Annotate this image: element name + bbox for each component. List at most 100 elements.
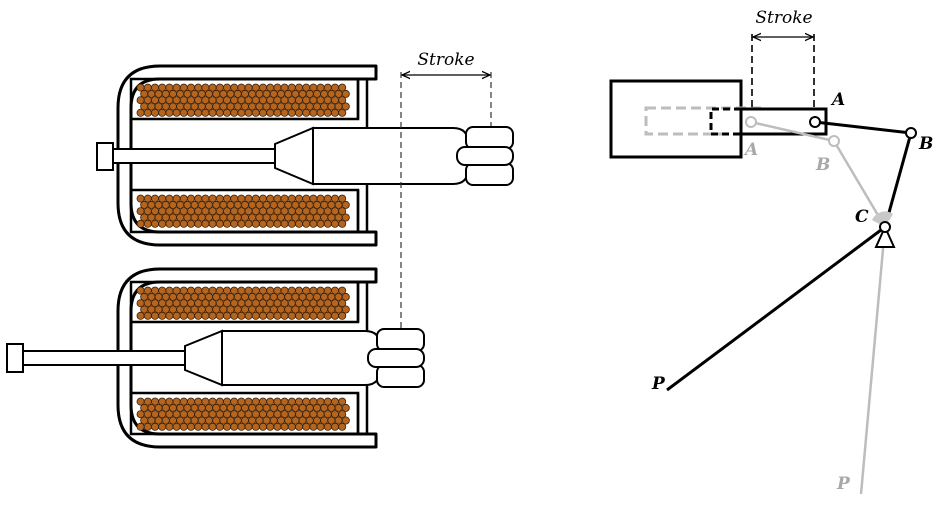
solenoid-top [96,64,514,247]
active-plunger-hidden [709,107,741,136]
solenoid-bottom-clevis-top [376,328,425,352]
coil-turn [172,422,181,431]
coil-windings [136,83,350,117]
coil-turn [186,422,195,431]
coil-turn [230,422,239,431]
coil-turn [186,219,195,228]
ghost-plunger [644,106,766,136]
coil-turn [194,311,203,320]
coil-turn [158,311,167,320]
coil-turn [323,108,332,117]
coil-turn [302,108,311,117]
coil-turn [208,422,217,431]
coil-turn [294,108,303,117]
coil-turn [222,422,231,431]
coil-turn [302,311,311,320]
coil-turn [208,311,217,320]
coil-turn [244,108,253,117]
actuator-housing [609,79,743,159]
solenoid-bottom-frame [116,267,378,449]
coil-turn [280,219,289,228]
coil-turn [201,219,210,228]
coil-turn [341,213,350,222]
coil-turn [194,108,203,117]
label-ghost-p: P [836,474,851,494]
coil-turn [251,422,260,431]
coil-turn [258,108,267,117]
solenoid-stroke-indicator: Stroke [400,50,492,330]
coil-turn [294,311,303,320]
coil-turn [244,219,253,228]
linkage-stroke-label: Stroke [755,8,812,28]
coil-turn [309,422,318,431]
coil-turn [287,422,296,431]
coil-turn [302,422,311,431]
coil-turn [258,311,267,320]
coil-turn [194,219,203,228]
coil-turn [251,108,260,117]
coil-turn [158,219,167,228]
pivot-support [874,224,896,248]
coil-turn [179,311,188,320]
solenoid-stroke-label: Stroke [417,50,474,70]
coil-turn [273,108,282,117]
coil-turn [237,422,246,431]
solenoid-bottom-clevis-pin [367,348,425,368]
coil-turn [338,311,347,320]
coil-turn [316,219,325,228]
coil-turn [338,219,347,228]
coil-turn [341,102,350,111]
ghost-link-bc [832,140,887,228]
coil-turn [172,108,181,117]
solenoid-bottom-cone [184,329,223,387]
joint-c [879,221,891,233]
joint-a [809,116,821,128]
coil-turn [172,219,181,228]
coil-turn [237,219,246,228]
coil-turn [280,108,289,117]
coil-turn [165,422,174,431]
coil-turn [341,403,350,412]
ghost-lever-cp [859,226,887,495]
coil-turn [143,311,152,320]
label-c: C [855,207,869,227]
pivot-angle-marker [872,211,893,227]
coil-turn [194,422,203,431]
coil-turn [294,422,303,431]
coil-turn [165,219,174,228]
coil-turn [222,311,231,320]
coil-turn [136,108,145,117]
coil-turn [201,311,210,320]
coil-turn [143,219,152,228]
solenoid-top-rod [112,148,276,164]
coil-windings [136,397,350,431]
coil-turn [330,422,339,431]
coil-turn [341,305,350,314]
coil-turn [201,422,210,431]
coil-turn [287,219,296,228]
ghost-joint-a [745,116,757,128]
coil-turn [330,108,339,117]
coil-turn [323,219,332,228]
coil-turn [258,422,267,431]
coil-windings [136,194,350,228]
coil-turn [338,108,347,117]
coil-turn [338,299,347,308]
coil-turn [143,422,152,431]
coil-turn [158,108,167,117]
coil-turn [237,108,246,117]
ghost-link-ab [750,120,835,143]
coil-turn [165,108,174,117]
linkage-schematic: Stroke A B C P A B P [609,8,933,495]
coil-turn [338,83,347,92]
coil-turn [150,311,159,320]
coil-turn [341,416,350,425]
label-b: B [918,134,933,154]
coil-turn [309,108,318,117]
coil-turn [179,422,188,431]
coil-turn [338,194,347,203]
lever-cp [666,225,886,392]
coil-turn [258,219,267,228]
coil-turn [287,108,296,117]
